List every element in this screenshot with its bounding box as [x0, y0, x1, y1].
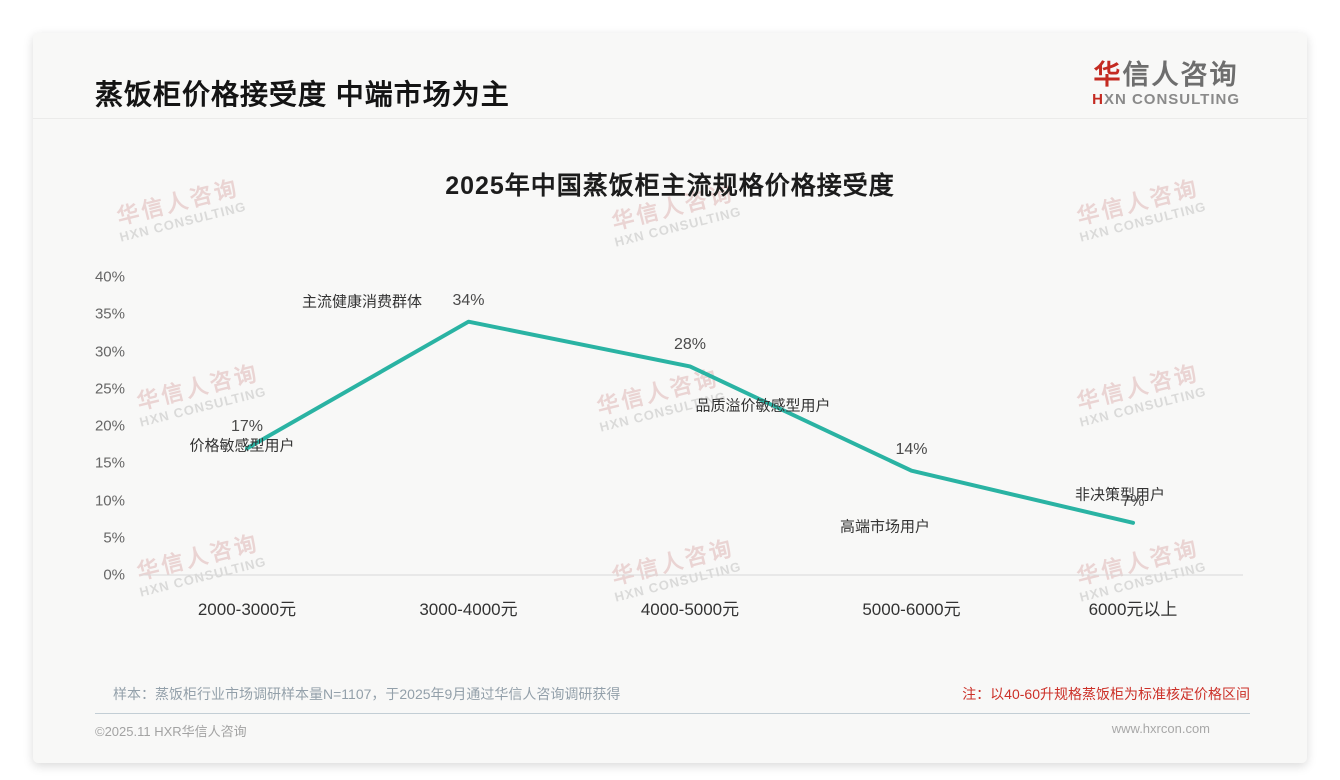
segment-annotation: 主流健康消费群体 [301, 293, 423, 311]
data-point-value-label: 7% [1121, 492, 1145, 510]
x-axis-category-label: 2000-3000元 [197, 600, 297, 619]
x-axis-category-label: 6000元以上 [1088, 600, 1178, 619]
segment-annotation: 品质溢价敏感型用户 [695, 397, 831, 415]
footer-divider [95, 713, 1250, 714]
chart-title: 2025年中国蒸饭柜主流规格价格接受度 [445, 172, 895, 200]
data-point-value-label: 34% [452, 291, 485, 309]
brand-logo-en: HXN CONSULTING [1092, 91, 1240, 109]
data-point-value-label: 17% [230, 418, 264, 436]
x-axis-category-label: 5000-6000元 [862, 600, 961, 619]
slide-card: 华信人咨询 HXN CONSULTING 华信人咨询 HXN CONSULTING 华信… [33, 33, 1307, 763]
brand-logo-cn: 华信人咨询 [1092, 59, 1240, 91]
y-axis-tick-label: 15% [94, 454, 125, 472]
segment-annotation: 非决策型用户 [1074, 486, 1166, 504]
brand-logo-cn-accent: 华 [1093, 60, 1123, 90]
y-axis-tick-label: 20% [94, 417, 125, 435]
header-divider [33, 118, 1307, 119]
sample-note: 样本：蒸饭柜行业市场调研样本量N=1107，于2025年9月通过华信人咨询调研获… [113, 686, 621, 702]
line-chart-canvas [140, 319, 1243, 576]
price-basis-note: 注：以40-60升规格蒸饭柜为标准核定价格区间 [962, 686, 1250, 702]
brand-logo-en-accent: H [1092, 91, 1104, 108]
y-axis-tick-label: 25% [94, 380, 125, 398]
page-title: 蒸饭柜价格接受度 中端市场为主 [95, 79, 510, 110]
brand-logo-cn-rest: 信人咨询 [1122, 60, 1239, 90]
y-axis-tick-label: 40% [94, 268, 125, 286]
y-axis-tick-label: 30% [94, 343, 125, 360]
segment-annotation: 高端市场用户 [839, 518, 931, 536]
acceptance-line-series [245, 319, 1135, 525]
data-point-value-label: 14% [895, 440, 928, 458]
brand-logo-en-rest: XN CONSULTING [1103, 91, 1240, 108]
website-url: www.hxrcon.com [1111, 721, 1210, 736]
y-axis-tick-label: 10% [94, 492, 125, 509]
data-point-value-label: 28% [673, 336, 707, 354]
x-axis-category-label: 3000-4000元 [419, 600, 518, 619]
y-axis-tick-label: 5% [103, 529, 125, 547]
x-axis-category-label: 4000-5000元 [640, 600, 740, 619]
y-axis-tick-label: 35% [94, 305, 125, 323]
segment-annotation: 价格敏感型用户 [189, 437, 295, 455]
y-axis-tick-label: 0% [103, 566, 125, 584]
copyright-text: ©2025.11 HXR华信人咨询 [95, 724, 247, 739]
brand-logo: 华信人咨询 HXN CONSULTING [1092, 59, 1240, 109]
price-acceptance-line-chart: 0% 5% 10% 15% 20% 25% 30% 35% 40% 2000-3000元 3000-… [33, 33, 1307, 763]
